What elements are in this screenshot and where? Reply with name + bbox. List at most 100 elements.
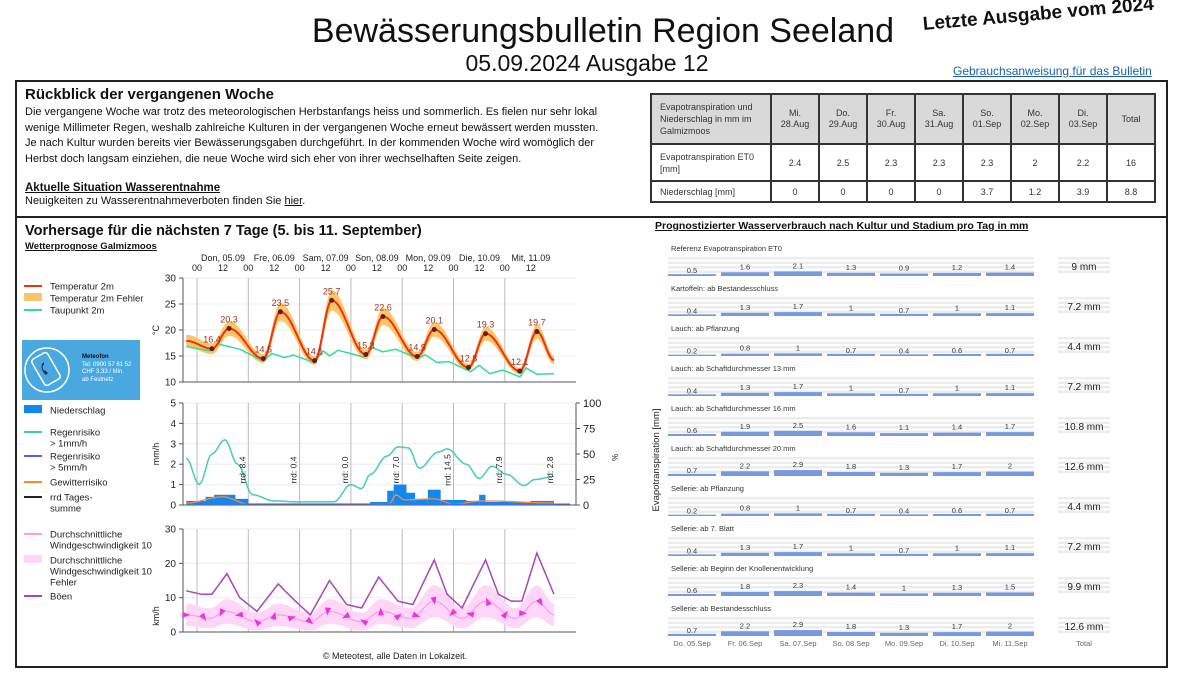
- section-divider: [15, 216, 1168, 218]
- table-cell: 2.5: [818, 143, 868, 182]
- meteofon-ad[interactable]: Meteofon Tel: 0900 57 61 52 CHF 3.33 / M…: [22, 340, 140, 400]
- water-use-value: 2: [1008, 462, 1012, 471]
- crop-stage-label: Lauch: ab Pflanzung: [671, 324, 739, 333]
- row-stripe: [668, 581, 1034, 584]
- water-use-bar: [933, 632, 981, 636]
- content-frame: [15, 80, 1168, 668]
- review-line: Die vergangene Woche war trotz des meteo…: [25, 106, 598, 118]
- row-stripe: [668, 390, 1034, 393]
- total-stripe: [1058, 617, 1110, 620]
- water-use-value: 2: [1008, 622, 1012, 631]
- day-label: Sam, 07.09: [303, 253, 349, 263]
- hour-label: 00: [397, 263, 407, 273]
- temperature-extreme-label: 14.5: [254, 345, 272, 355]
- water-use-value: 1: [796, 503, 800, 512]
- water-use-bar: [668, 314, 716, 316]
- water-use-total: 9.9 mm: [1067, 582, 1100, 593]
- legend-temperature-label: Temperatur 2m: [50, 282, 114, 293]
- meteofon-line: Tel: 0900 57 61 52: [82, 361, 132, 368]
- water-use-heading: Prognostizierter Wasserverbrauch nach Ku…: [655, 220, 1029, 232]
- copyright-footer: © Meteotest, alle Daten in Lokalzeit.: [322, 651, 468, 661]
- water-use-bar: [668, 593, 716, 596]
- water-use-value: 0.4: [687, 306, 697, 315]
- water-use-value: 1.3: [899, 623, 909, 632]
- meteofon-name: Meteofon: [82, 354, 109, 360]
- water-use-bar: [721, 431, 769, 436]
- row-stripe: [668, 550, 1034, 553]
- water-use-bar: [827, 272, 875, 276]
- row-stripe: [668, 461, 1034, 464]
- temperature-extreme-label: 14.9: [408, 343, 426, 353]
- water-use-value: 1.7: [952, 462, 962, 471]
- wind-direction-arrow: [519, 610, 528, 617]
- water-use-total: 12.6 mm: [1065, 462, 1104, 473]
- total-stripe: [1058, 381, 1110, 384]
- temperature-extreme-point: [465, 364, 471, 370]
- review-text: Die vergangene Woche war trotz des meteo…: [25, 105, 598, 167]
- water-ban-link[interactable]: hier: [284, 195, 303, 208]
- row-stripe: [668, 577, 1034, 580]
- wind-direction-arrow: [393, 613, 403, 621]
- col-header: Do. 29.Aug: [818, 93, 868, 145]
- col-header-total: Total: [1106, 93, 1156, 145]
- table-cell: 2.2: [1058, 143, 1108, 182]
- row-stripe: [668, 626, 1034, 629]
- total-stripe: [1058, 626, 1110, 629]
- water-text: Neuigkeiten zu Wasserentnahmeverboten fi…: [25, 195, 285, 208]
- water-use-value: 1.8: [740, 582, 750, 591]
- water-use-bar: [986, 272, 1034, 276]
- table-cell: 2.3: [962, 143, 1012, 182]
- crop-stage-label: Referenz Evapotranspiration ET0: [671, 244, 782, 253]
- precipitation-bar: [440, 499, 467, 505]
- meteofon-line: CHF 3.33 / Min.: [82, 369, 125, 375]
- row-stripe: [668, 501, 1034, 504]
- temperature-extreme-point: [534, 329, 540, 335]
- water-use-value: 2.9: [793, 620, 803, 629]
- water-use-value: 0.7: [1005, 346, 1015, 355]
- water-use-value: 0.7: [687, 466, 697, 475]
- wind-direction-arrow: [341, 612, 351, 619]
- temperature-extreme-point: [380, 313, 386, 319]
- crop-stage-label: Lauch: ab Schaftdurchmesser 16 mm: [671, 404, 796, 413]
- water-use-value: 1.8: [846, 622, 856, 631]
- precipitation-bar: [485, 501, 531, 505]
- table-cell-total: 16: [1106, 143, 1156, 182]
- water-use-value: 1: [849, 543, 853, 552]
- water-use-value: 1.7: [1005, 422, 1015, 431]
- crop-stage-label: Sellerie: ab Beginn der Knollenentwicklu…: [671, 564, 813, 573]
- right-tick-label: 25: [583, 475, 595, 487]
- crop-stage-label: Lauch: ab Schaftdurchmesser 20 mm: [671, 444, 796, 453]
- water-use-bar: [827, 432, 875, 436]
- legend-wind-error-swatch: [24, 555, 42, 563]
- legend-wind-error-label: Durchschnittliche: [50, 556, 122, 567]
- water-use-value: 0.6: [687, 586, 697, 595]
- wind-direction-arrow: [182, 611, 191, 618]
- total-stripe: [1058, 430, 1110, 433]
- phone-icon: [24, 347, 70, 393]
- total-stripe: [1058, 497, 1110, 500]
- water-use-bar: [774, 513, 822, 516]
- total-stripe: [1058, 466, 1110, 469]
- water-use-bar: [880, 273, 928, 276]
- precipitation-bar: [387, 490, 394, 505]
- row-stripe: [668, 377, 1034, 380]
- wind-direction-arrow: [500, 610, 508, 619]
- total-stripe: [1058, 501, 1110, 504]
- water-use-bar: [933, 272, 981, 276]
- total-stripe: [1058, 581, 1110, 584]
- legend-rain-risk-1mm-label: Regenrisiko: [50, 428, 100, 439]
- water-use-day-label: Di. 10.Sep: [939, 639, 974, 648]
- water-use-value: 1.7: [793, 302, 803, 311]
- water-use-bar: [774, 353, 822, 356]
- water-use-bar: [721, 513, 769, 516]
- table-cell: 2: [1010, 143, 1060, 182]
- day-label: Don, 05.09: [201, 253, 245, 263]
- precipitation-bar: [214, 494, 236, 505]
- row-stripe: [668, 541, 1034, 544]
- water-use-bar: [986, 313, 1034, 316]
- total-stripe: [1058, 621, 1110, 624]
- table-row: Niederschlag [mm] 0 0 0 0 3.7 1.2 3.9 8.…: [650, 180, 1156, 203]
- bulletin-guide-link[interactable]: Gebrauchsanweisung für das Bulletin: [953, 64, 1152, 78]
- wind-direction-arrow: [305, 616, 314, 625]
